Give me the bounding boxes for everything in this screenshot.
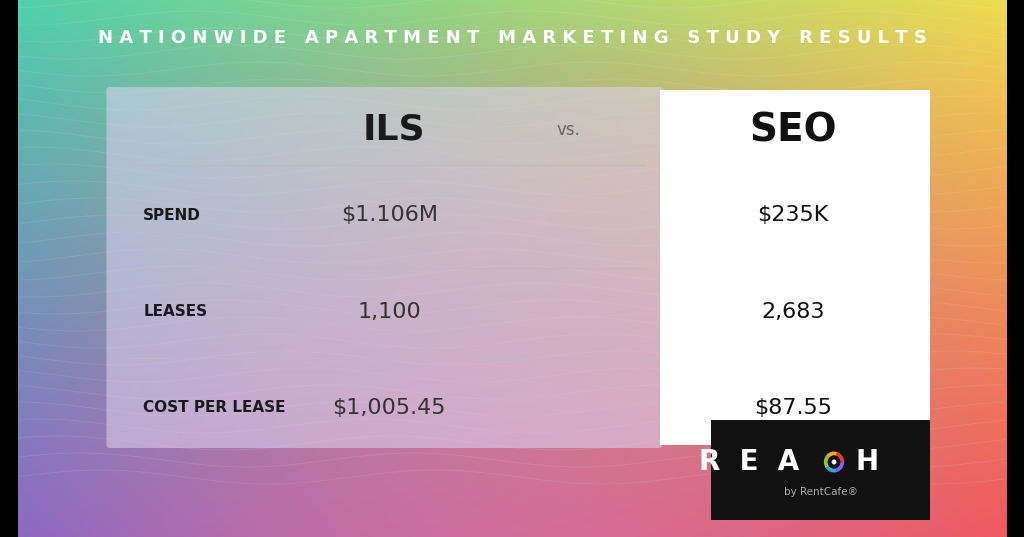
Wedge shape bbox=[825, 466, 838, 473]
Text: COST PER LEASE: COST PER LEASE bbox=[143, 401, 286, 416]
Wedge shape bbox=[836, 452, 844, 462]
Text: $235K: $235K bbox=[758, 205, 828, 225]
FancyBboxPatch shape bbox=[659, 90, 930, 445]
Text: $1.106M: $1.106M bbox=[341, 205, 438, 225]
Text: ILS: ILS bbox=[362, 113, 426, 147]
Text: $1,005.45: $1,005.45 bbox=[333, 398, 446, 418]
Text: SEO: SEO bbox=[750, 111, 837, 149]
FancyBboxPatch shape bbox=[711, 420, 930, 520]
Text: N A T I O N W I D E   A P A R T M E N T   M A R K E T I N G   S T U D Y   R E S : N A T I O N W I D E A P A R T M E N T M … bbox=[97, 29, 927, 47]
Text: H: H bbox=[855, 448, 879, 476]
Text: 1,100: 1,100 bbox=[357, 302, 421, 322]
Circle shape bbox=[831, 460, 837, 465]
Text: R  E  A: R E A bbox=[699, 448, 800, 476]
Text: SPEND: SPEND bbox=[143, 207, 201, 222]
Text: $87.55: $87.55 bbox=[754, 398, 831, 418]
Text: 2,683: 2,683 bbox=[761, 302, 824, 322]
Circle shape bbox=[827, 455, 841, 468]
Wedge shape bbox=[836, 462, 844, 472]
Text: by RentCafe®: by RentCafe® bbox=[783, 487, 857, 497]
Text: vs.: vs. bbox=[556, 121, 580, 139]
FancyBboxPatch shape bbox=[106, 87, 663, 448]
Wedge shape bbox=[824, 456, 829, 468]
Wedge shape bbox=[825, 452, 838, 458]
Text: LEASES: LEASES bbox=[143, 304, 207, 320]
